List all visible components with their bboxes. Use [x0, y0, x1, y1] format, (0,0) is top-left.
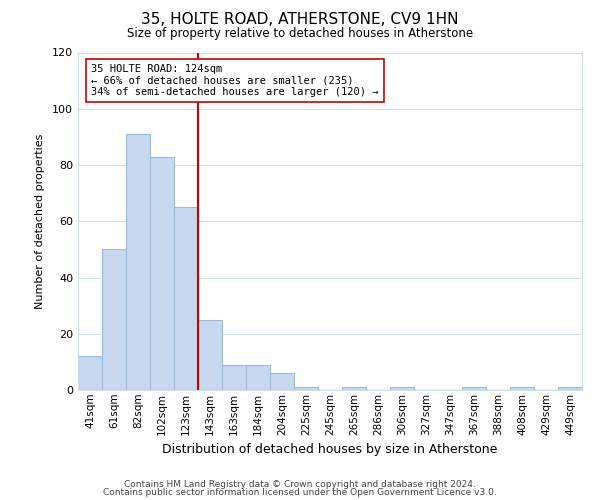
- Bar: [294, 387, 318, 390]
- Bar: [198, 320, 222, 390]
- Bar: [222, 364, 246, 390]
- Bar: [126, 134, 150, 390]
- Bar: [510, 387, 534, 390]
- Bar: [558, 387, 582, 390]
- Bar: [246, 364, 270, 390]
- Bar: [342, 387, 366, 390]
- Text: 35 HOLTE ROAD: 124sqm
← 66% of detached houses are smaller (235)
34% of semi-det: 35 HOLTE ROAD: 124sqm ← 66% of detached …: [91, 64, 379, 97]
- Bar: [150, 156, 174, 390]
- Text: 35, HOLTE ROAD, ATHERSTONE, CV9 1HN: 35, HOLTE ROAD, ATHERSTONE, CV9 1HN: [141, 12, 459, 28]
- Bar: [174, 207, 198, 390]
- Bar: [270, 373, 294, 390]
- Text: Contains HM Land Registry data © Crown copyright and database right 2024.: Contains HM Land Registry data © Crown c…: [124, 480, 476, 489]
- X-axis label: Distribution of detached houses by size in Atherstone: Distribution of detached houses by size …: [163, 443, 497, 456]
- Bar: [78, 356, 102, 390]
- Bar: [390, 387, 414, 390]
- Text: Contains public sector information licensed under the Open Government Licence v3: Contains public sector information licen…: [103, 488, 497, 497]
- Bar: [102, 250, 126, 390]
- Text: Size of property relative to detached houses in Atherstone: Size of property relative to detached ho…: [127, 28, 473, 40]
- Y-axis label: Number of detached properties: Number of detached properties: [35, 134, 45, 309]
- Bar: [462, 387, 486, 390]
